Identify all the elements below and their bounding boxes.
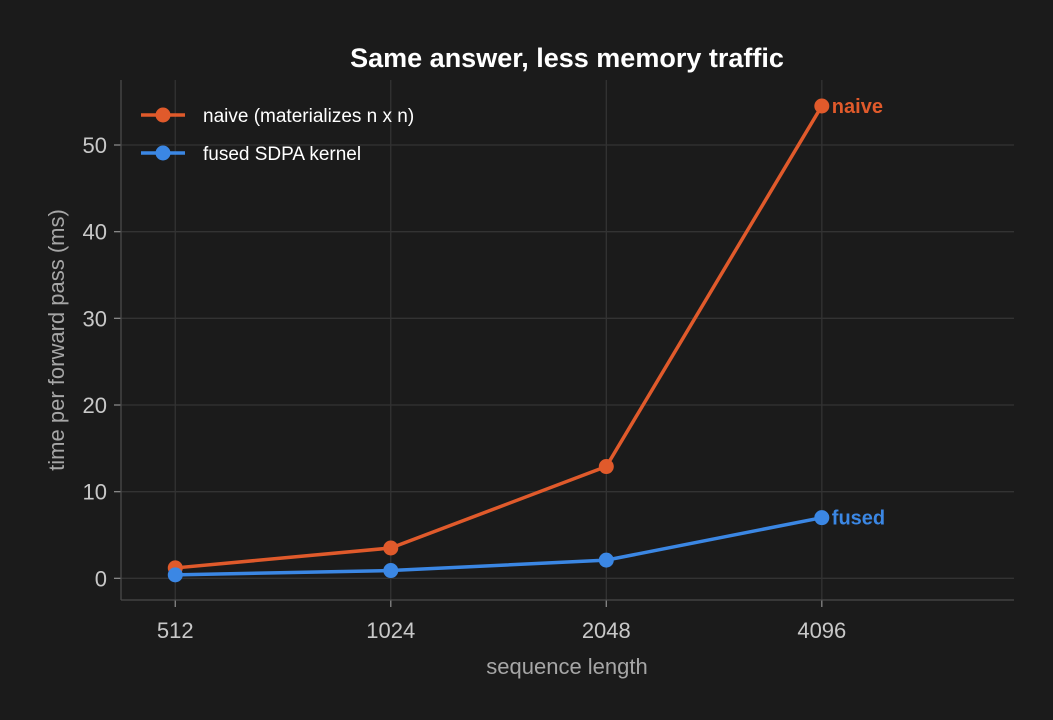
y-tick-label: 10 [83, 480, 107, 505]
legend-item: fused SDPA kernel [141, 144, 361, 165]
legend-label: naive (materializes n x n) [203, 106, 414, 127]
data-point [167, 567, 183, 583]
series-line [175, 515, 823, 577]
axes: 512 1024 2048 4096 0 10 20 30 40 50 [83, 80, 1014, 643]
series-naive [167, 98, 830, 576]
series-end-label: fused [832, 508, 885, 530]
y-axis-label: time per forward pass (ms) [44, 209, 69, 471]
x-tick-label: 2048 [582, 618, 631, 643]
data-point [383, 540, 399, 556]
data-point [598, 552, 614, 568]
series-fused [167, 510, 830, 583]
series-layer [167, 98, 830, 583]
data-point [383, 563, 399, 579]
series-end-label: naive [832, 96, 883, 118]
data-point [814, 98, 830, 114]
legend-item: naive (materializes n x n) [141, 106, 414, 127]
end-labels: naive fused [832, 96, 885, 530]
y-tick-label: 20 [83, 393, 107, 418]
legend-marker [155, 107, 171, 123]
y-tick-label: 0 [95, 566, 107, 591]
x-tick-label: 1024 [366, 618, 415, 643]
x-axis-label: sequence length [486, 654, 647, 679]
x-tick-label: 512 [157, 618, 194, 643]
series-line [175, 105, 824, 570]
grid [121, 80, 1014, 600]
legend: naive (materializes n x n) fused SDPA ker… [141, 106, 414, 165]
y-tick-label: 50 [83, 133, 107, 158]
legend-marker [155, 145, 171, 161]
chart-title: Same answer, less memory traffic [350, 43, 784, 73]
x-tick-label: 4096 [797, 618, 846, 643]
legend-label: fused SDPA kernel [203, 144, 361, 165]
y-tick-label: 40 [83, 220, 107, 245]
y-tick-label: 30 [83, 306, 107, 331]
data-point [598, 459, 614, 475]
data-point [814, 510, 830, 526]
